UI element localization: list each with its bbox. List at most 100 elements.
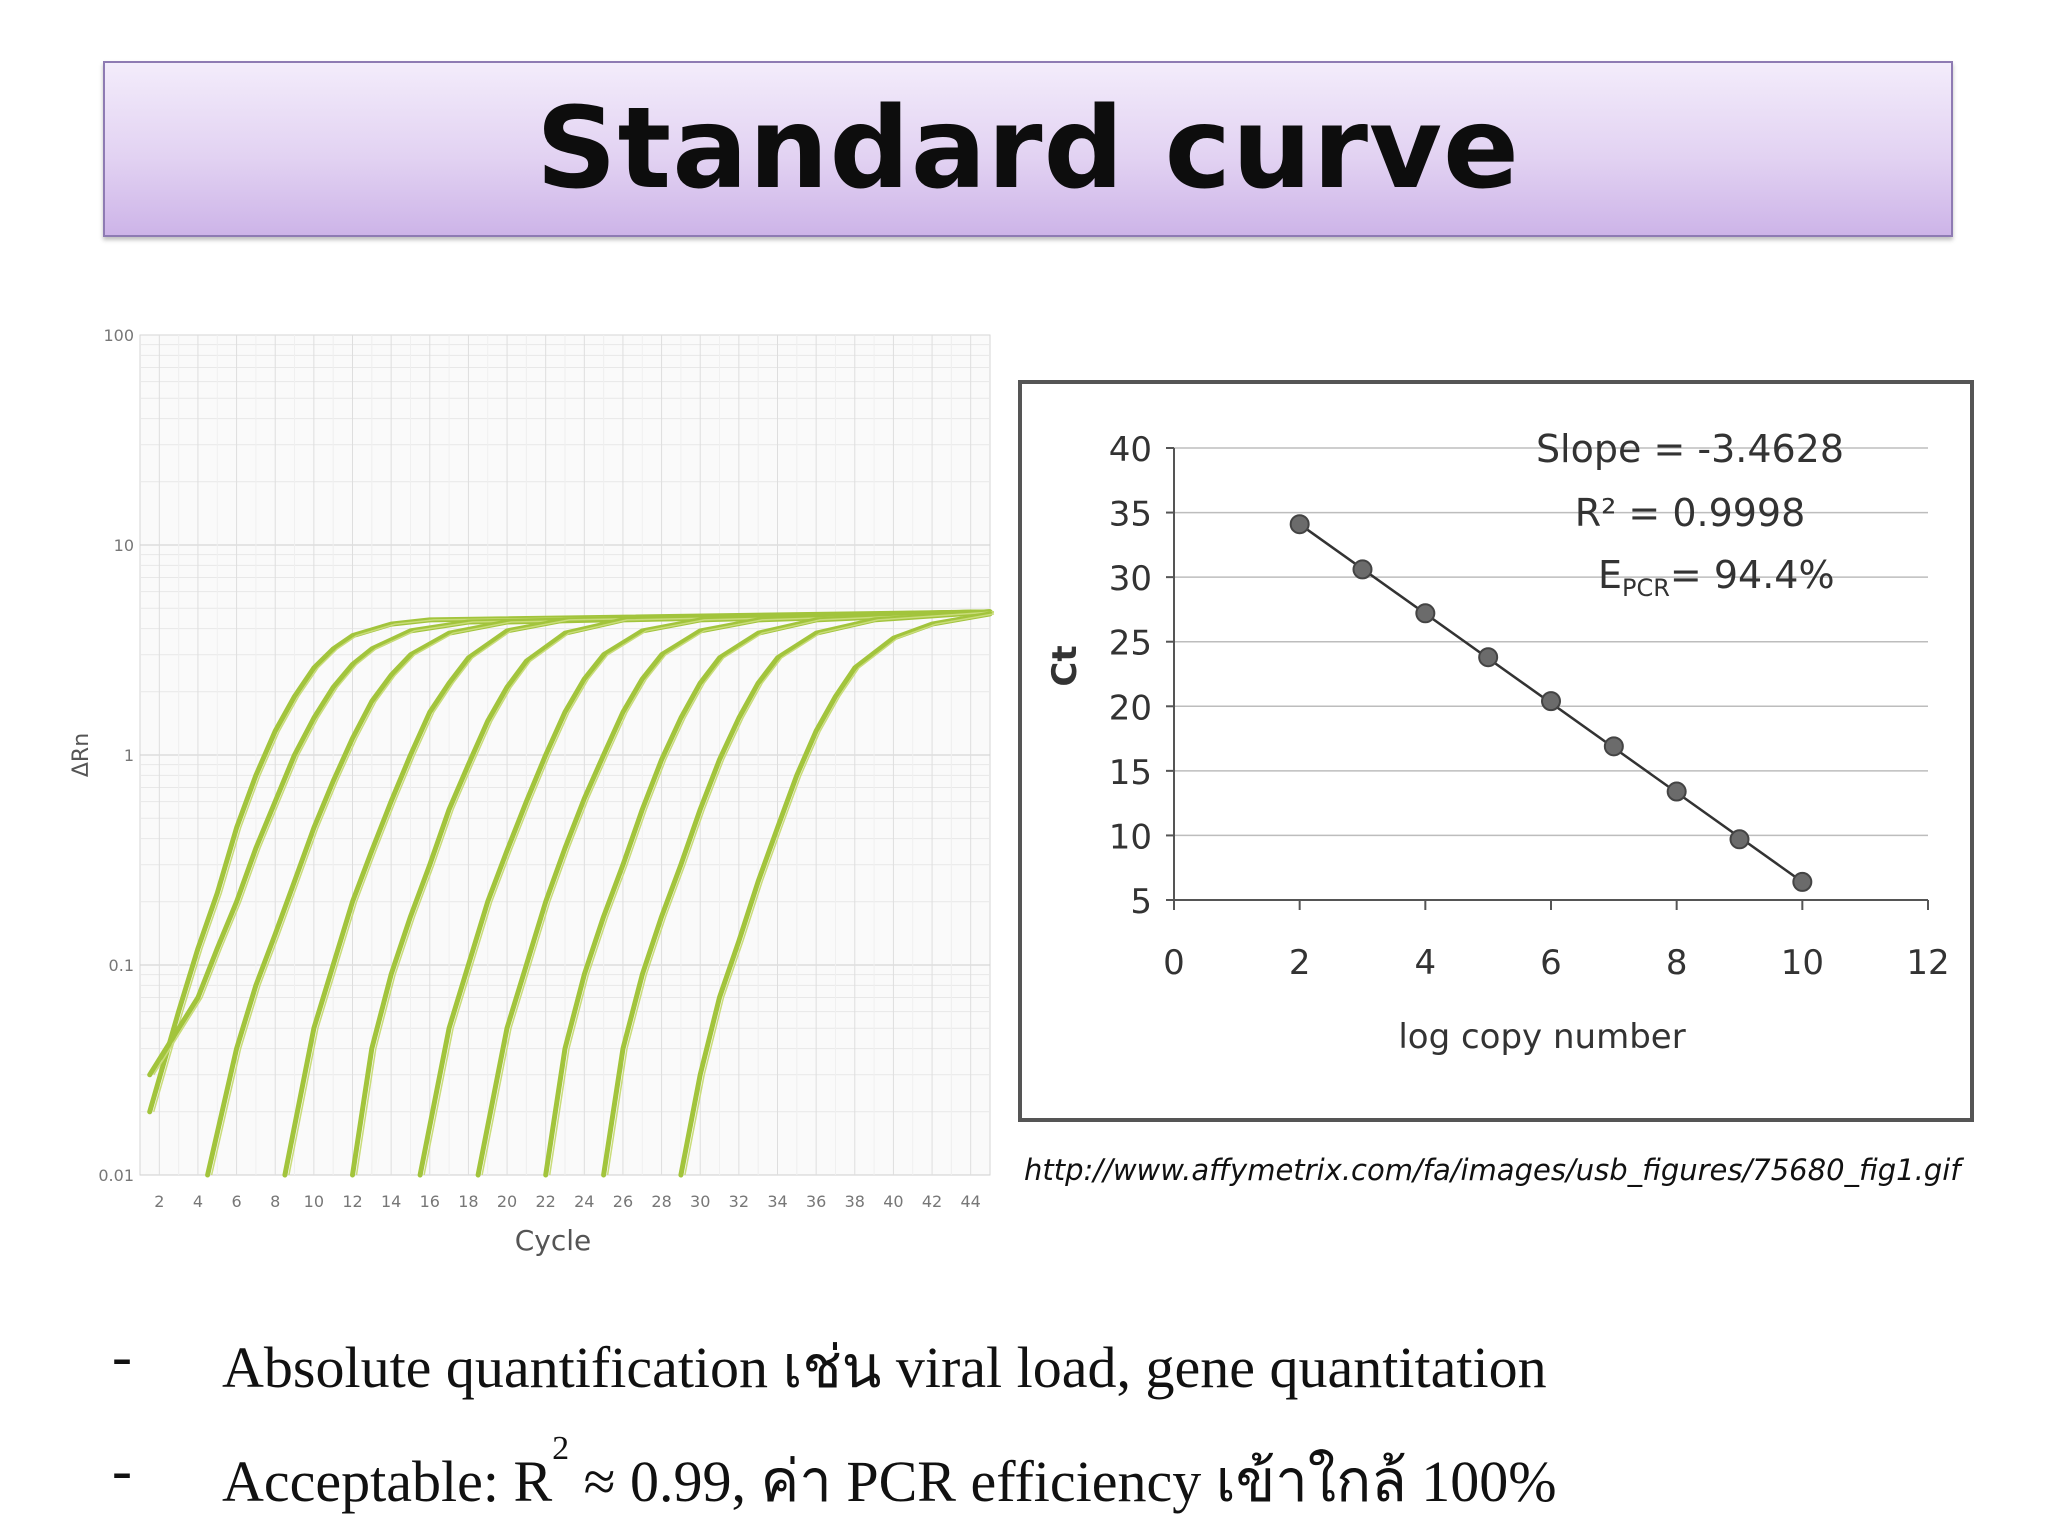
std-y-tick-label: 10: [1109, 817, 1152, 857]
std-x-tick-label: 8: [1666, 943, 1688, 983]
amp-x-ticks: 2 4 6 8 10 12 14 16 18 20 22 24 26 28 30 32 34 36 38 40 42 44: [154, 1192, 981, 1211]
amp-x-tick-label: 8: [270, 1192, 280, 1211]
amp-grid: [139, 334, 991, 1176]
bullet-marker-1: -: [112, 1323, 132, 1389]
amp-x-tick-label: 14: [381, 1192, 401, 1211]
std-y-tick-label: 40: [1109, 430, 1152, 470]
amp-series-line: [147, 609, 993, 1115]
amp-x-tick-label: 34: [767, 1192, 787, 1211]
std-y-axis-label: Ct: [1045, 645, 1085, 686]
amp-y-ticks: 0.01 0.1 1 10 100: [98, 326, 134, 1185]
std-chart-frame: [1018, 380, 1974, 1122]
std-data-point: [1541, 691, 1561, 712]
std-data-point: [1729, 829, 1750, 850]
amp-x-tick-label: 42: [922, 1192, 942, 1211]
amp-series-line: [543, 609, 993, 1178]
amp-x-tick-label: 20: [497, 1192, 517, 1211]
amp-y-tick-label: 0.01: [98, 1166, 134, 1185]
epcr-subscript: PCR: [1622, 574, 1670, 602]
std-data-point: [1352, 559, 1373, 580]
amp-series-replicate: [153, 611, 995, 1076]
std-y-tick-label: 20: [1109, 688, 1152, 728]
annotation-slope: Slope = -3.4628: [1536, 427, 1844, 471]
bullet-marker-2: -: [112, 1437, 132, 1503]
amp-x-tick-label: 24: [574, 1192, 594, 1211]
title-bar: Standard curve: [103, 61, 1953, 237]
std-y-tick-label: 5: [1130, 882, 1152, 922]
amp-x-axis-label: Cycle: [515, 1224, 592, 1257]
amp-x-tick-label: 28: [651, 1192, 671, 1211]
bullet-2-pre: Acceptable: R: [222, 1449, 553, 1514]
amp-y-tick-label: 100: [103, 326, 134, 345]
annotation-r2: R² = 0.9998: [1575, 491, 1806, 535]
amp-series-replicate: [684, 613, 995, 1176]
amp-series-replicate: [152, 611, 995, 1113]
amp-x-tick-label: 2: [154, 1192, 164, 1211]
std-data-point: [1478, 647, 1499, 668]
amp-series-replicate: [210, 611, 995, 1176]
amp-series-line: [205, 609, 993, 1178]
amp-x-tick-label: 32: [729, 1192, 749, 1211]
amp-series-replicate: [355, 611, 995, 1176]
std-x-tick-label: 0: [1163, 943, 1185, 983]
std-y-tick-label: 30: [1109, 559, 1152, 599]
std-y-ticks: 5 10 15 20 25 30 35 40: [1109, 430, 1174, 922]
amp-series-replicate: [288, 611, 995, 1176]
amp-series-replicate: [606, 611, 995, 1176]
bullet-text-2: Acceptable: R2 ≈ 0.99, ค่า PCR efficienc…: [222, 1430, 1557, 1527]
amp-x-tick-label: 36: [806, 1192, 826, 1211]
amp-series-line: [147, 609, 993, 1078]
amp-x-tick-label: 22: [536, 1192, 556, 1211]
std-y-tick-label: 25: [1109, 624, 1152, 664]
slide-title: Standard curve: [536, 84, 1520, 214]
amp-y-axis-label: ΔRn: [69, 733, 94, 777]
amp-x-tick-label: 18: [458, 1192, 478, 1211]
amp-x-tick-label: 40: [883, 1192, 903, 1211]
amp-x-tick-label: 26: [613, 1192, 633, 1211]
amp-x-tick-label: 44: [961, 1192, 981, 1211]
amp-series-line: [475, 609, 993, 1178]
source-url: http://www.affymetrix.com/fa/images/usb_…: [1024, 1153, 1961, 1187]
amp-series-line: [678, 611, 993, 1178]
std-x-tick-label: 12: [1906, 943, 1949, 983]
amp-x-tick-label: 4: [193, 1192, 203, 1211]
std-points-group: [1289, 514, 1813, 892]
std-data-point: [1415, 603, 1436, 624]
bullet-text-1: Absolute quantification เช่น viral load,…: [222, 1335, 1547, 1400]
amp-x-tick-label: 38: [845, 1192, 865, 1211]
amp-series-group: [147, 609, 995, 1178]
std-x-tick-label: 4: [1415, 943, 1437, 983]
epcr-value: = 94.4%: [1670, 553, 1835, 597]
bullet-2-sup: 2: [552, 1430, 570, 1467]
amp-series-line: [282, 609, 993, 1178]
std-y-tick-label: 15: [1109, 753, 1152, 793]
amp-x-tick-label: 6: [231, 1192, 241, 1211]
std-data-point: [1666, 781, 1687, 802]
amp-series-replicate: [548, 611, 995, 1176]
amp-series-replicate: [481, 611, 995, 1176]
std-x-tick-label: 6: [1540, 943, 1562, 983]
amp-series-line: [417, 609, 993, 1178]
amp-series-line: [601, 609, 993, 1178]
std-data-point: [1289, 514, 1310, 535]
amp-y-tick-label: 1: [124, 746, 134, 765]
amp-series-replicate: [423, 611, 995, 1176]
std-data-point: [1792, 871, 1813, 892]
std-x-axis-label: log copy number: [1398, 1017, 1685, 1057]
amp-series-line: [350, 609, 993, 1178]
std-x-tick-label: 10: [1781, 943, 1824, 983]
std-x-ticks: 0 2 4 6 8 10 12: [1163, 900, 1950, 983]
amp-y-tick-label: 10: [114, 536, 134, 555]
epcr-e: E: [1598, 553, 1622, 597]
amp-x-tick-label: 12: [342, 1192, 362, 1211]
std-x-tick-label: 2: [1289, 943, 1311, 983]
std-data-point: [1603, 736, 1624, 757]
std-y-tick-label: 35: [1109, 495, 1152, 535]
standard-curve-chart: 5 10 15 20 25 30 35 40 0 2 4 6 8 10 12 log copy numbe…: [1018, 380, 1974, 1122]
amp-x-tick-label: 30: [690, 1192, 710, 1211]
annotation-epcr: EPCR= 94.4%: [1598, 553, 1835, 602]
amp-x-tick-label: 16: [420, 1192, 440, 1211]
amp-y-tick-label: 0.1: [109, 956, 134, 975]
bullet-2-post: ≈ 0.99, ค่า PCR efficiency เข้าใกล้ 100%: [569, 1449, 1557, 1514]
